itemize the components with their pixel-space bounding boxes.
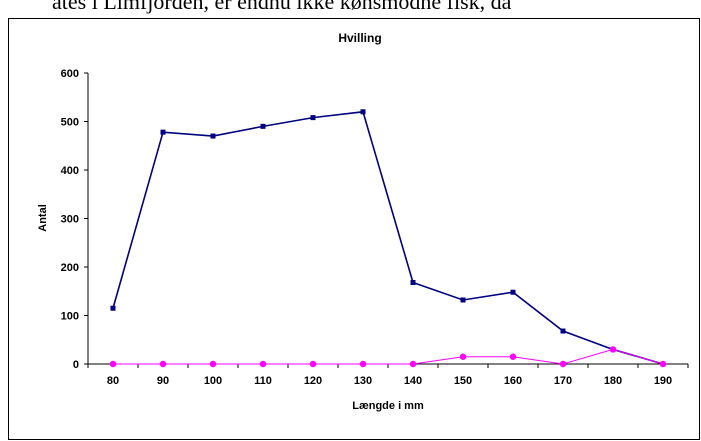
x-tick-label: 120 xyxy=(304,375,322,387)
marker xyxy=(109,360,117,368)
marker xyxy=(409,360,417,368)
y-tick-label: 300 xyxy=(61,214,79,226)
x-tick-label: 140 xyxy=(404,375,422,387)
x-tick-label: 180 xyxy=(604,375,622,387)
marker xyxy=(609,346,617,353)
marker xyxy=(360,109,366,115)
marker xyxy=(659,360,667,368)
marker xyxy=(209,360,217,368)
marker xyxy=(210,133,216,139)
x-tick-label: 110 xyxy=(254,375,272,387)
marker xyxy=(559,360,567,368)
marker xyxy=(259,360,267,368)
series-line xyxy=(112,110,664,365)
y-tick-label: 400 xyxy=(61,165,79,177)
document-text: ates i Limfjorden, er endnu ikke kønsmod… xyxy=(52,0,512,14)
marker xyxy=(459,353,467,360)
marker xyxy=(310,115,316,121)
marker xyxy=(160,129,166,135)
y-tick-label: 200 xyxy=(61,262,79,274)
marker xyxy=(410,280,416,286)
marker xyxy=(260,123,266,129)
y-tick-label: 600 xyxy=(61,68,79,80)
x-tick-label: 100 xyxy=(204,375,222,387)
marker xyxy=(510,289,516,295)
chart-title: Hvilling xyxy=(338,31,381,45)
y-tick-label: 100 xyxy=(61,311,79,323)
marker xyxy=(460,297,466,303)
marker xyxy=(359,360,367,368)
x-tick-label: 170 xyxy=(554,375,572,387)
marker xyxy=(560,328,566,334)
x-tick-label: 190 xyxy=(654,375,672,387)
x-tick-label: 160 xyxy=(504,375,522,387)
x-axis-label: Længde i mm xyxy=(352,400,424,412)
x-tick-label: 80 xyxy=(107,375,119,387)
x-tick-label: 130 xyxy=(354,375,372,387)
chart-frame xyxy=(8,18,700,440)
x-tick-label: 90 xyxy=(157,375,169,387)
y-tick-label: 500 xyxy=(61,117,79,129)
series-line xyxy=(113,348,664,365)
marker xyxy=(110,305,116,311)
marker xyxy=(159,360,167,368)
x-tick-label: 150 xyxy=(454,375,472,387)
marker xyxy=(509,353,517,360)
y-tick-label: 0 xyxy=(73,359,79,371)
marker xyxy=(309,360,317,368)
y-axis-label: Antal xyxy=(37,204,49,232)
